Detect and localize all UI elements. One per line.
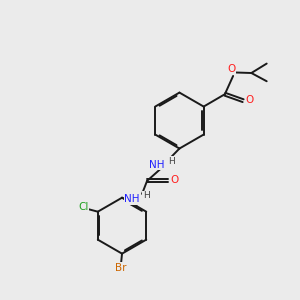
Text: O: O [227,64,236,74]
Text: Br: Br [115,263,126,273]
Text: O: O [171,175,179,185]
Text: NH: NH [124,194,140,204]
Text: H: H [142,191,149,200]
Text: NH: NH [149,160,165,170]
Text: Cl: Cl [79,202,89,212]
Text: O: O [245,95,254,105]
Text: H: H [168,157,174,166]
